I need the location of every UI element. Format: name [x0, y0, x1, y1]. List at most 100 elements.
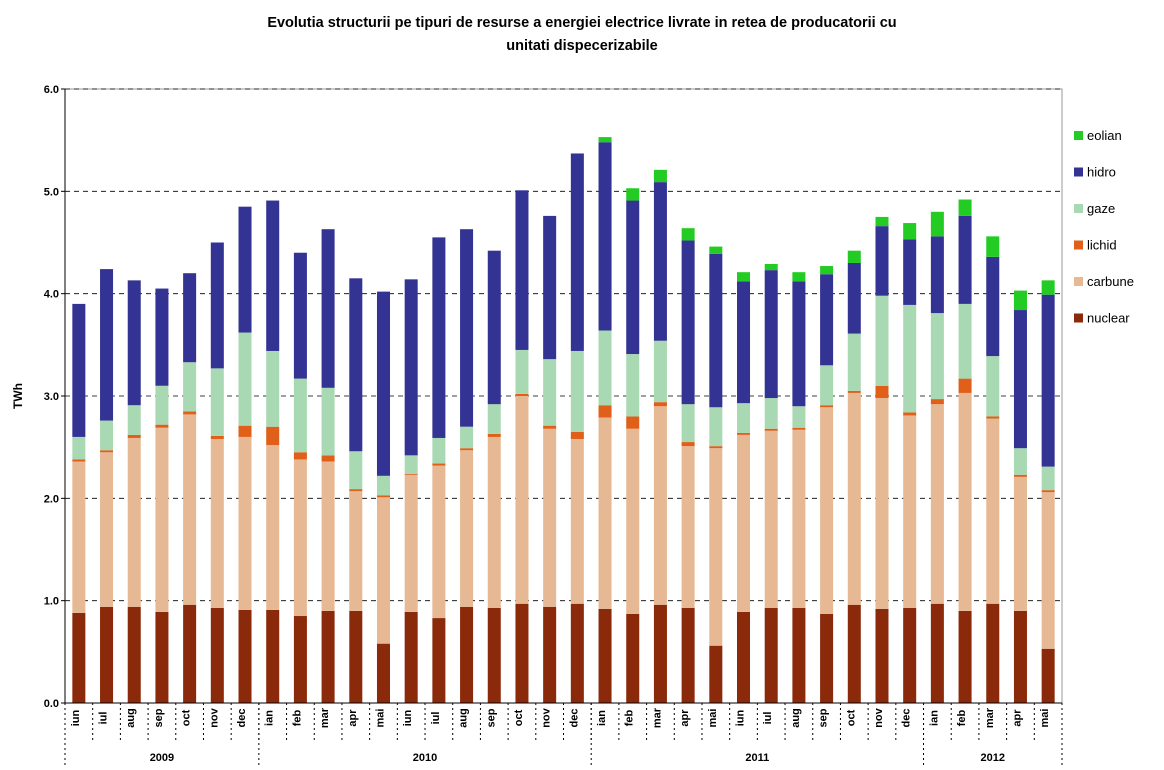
- bar-segment: [460, 229, 474, 427]
- y-tick-label: 0.0: [44, 698, 59, 710]
- bar-segment: [681, 404, 695, 443]
- bar-segment: [1013, 610, 1027, 703]
- legend-label: eolian: [1087, 128, 1122, 143]
- bar-segment: [127, 434, 141, 438]
- bar-segment: [681, 446, 695, 608]
- x-tick-label: mai: [1039, 709, 1051, 728]
- bar-segment: [875, 398, 889, 609]
- bar-segment: [404, 455, 418, 474]
- bar-segment: [1013, 474, 1027, 477]
- bar-segment: [460, 448, 474, 451]
- bar-segment: [321, 229, 335, 388]
- bar-segment: [404, 279, 418, 456]
- bar-segment: [127, 437, 141, 607]
- bar-segment: [293, 378, 307, 453]
- bar-segment: [515, 190, 529, 350]
- legend-swatch: [1074, 131, 1083, 140]
- bar-segment: [709, 253, 723, 408]
- bar-segment: [847, 392, 861, 605]
- bar-segment: [1041, 492, 1055, 649]
- bar-segment: [543, 359, 557, 426]
- bar-segment: [930, 211, 944, 237]
- bar-segment: [515, 603, 529, 703]
- bar-segment: [155, 424, 169, 428]
- y-tick-label: 4.0: [44, 289, 59, 301]
- bar-segment: [903, 607, 917, 703]
- bar-segment: [183, 273, 197, 363]
- bar-segment: [820, 274, 834, 366]
- bar-segment: [543, 215, 557, 360]
- bar-segment: [875, 608, 889, 703]
- bar-segment: [238, 609, 252, 703]
- bar-segment: [820, 405, 834, 408]
- bar-segment: [792, 429, 806, 608]
- bar-segment: [903, 412, 917, 416]
- legend-swatch: [1074, 167, 1083, 177]
- bar-segment: [1013, 476, 1027, 611]
- bar-segment: [820, 407, 834, 614]
- bar-segment: [349, 491, 363, 611]
- bar-segment: [1013, 448, 1027, 475]
- bar-segment: [210, 435, 224, 439]
- bar-segment: [376, 495, 390, 498]
- x-tick-label: apr: [1011, 709, 1023, 727]
- bar-segment: [875, 226, 889, 296]
- x-tick-label: iul: [762, 712, 774, 725]
- y-tick-label: 2.0: [44, 493, 59, 505]
- legend-swatch: [1074, 313, 1083, 323]
- x-tick-label: mai: [374, 709, 386, 728]
- bar-segment: [986, 356, 1000, 417]
- x-tick-label: dec: [236, 709, 248, 728]
- bar-segment: [958, 199, 972, 216]
- bar-segment: [72, 436, 86, 460]
- x-tick-label: oct: [845, 709, 857, 726]
- bar-segment: [349, 278, 363, 452]
- bar-segment: [321, 461, 335, 611]
- legend-swatch: [1074, 204, 1083, 213]
- bar-segment: [903, 415, 917, 608]
- x-tick-label: mar: [651, 707, 663, 728]
- bar-segment: [487, 433, 501, 437]
- legend-label: carbune: [1087, 274, 1134, 289]
- bar-segment: [155, 611, 169, 703]
- bar-segment: [127, 280, 141, 406]
- bar-segment: [100, 452, 114, 607]
- bar-segment: [875, 385, 889, 399]
- bar-segment: [1041, 294, 1055, 467]
- x-tick-label: ian: [928, 710, 940, 726]
- chart-title: Evolutia structurii pe tipuri de resurse…: [267, 15, 896, 31]
- bar-segment: [1013, 310, 1027, 449]
- x-tick-label: ian: [596, 710, 608, 726]
- bar-segment: [321, 610, 335, 703]
- bar-segment: [543, 425, 557, 429]
- bar-segment: [238, 206, 252, 333]
- bar-segment: [626, 428, 640, 614]
- bar-segment: [570, 153, 584, 351]
- bar-segment: [626, 200, 640, 355]
- bar-segment: [764, 270, 778, 399]
- legend-label: hidro: [1087, 165, 1116, 180]
- x-tick-label: iul: [98, 712, 110, 725]
- bar-segment: [432, 237, 446, 438]
- bar-segment: [321, 387, 335, 456]
- bar-segment: [709, 407, 723, 447]
- bar-segment: [432, 463, 446, 466]
- y-tick-label: 6.0: [44, 84, 59, 96]
- bar-segment: [930, 404, 944, 604]
- x-tick-label: iul: [430, 712, 442, 725]
- bar-segment: [266, 350, 280, 427]
- bar-segment: [681, 228, 695, 241]
- legend-label: lichid: [1087, 238, 1117, 253]
- group-label: 2010: [413, 752, 437, 764]
- bar-segment: [709, 645, 723, 703]
- bar-segment: [72, 303, 86, 437]
- group-label: 2009: [150, 752, 174, 764]
- bar-segment: [986, 416, 1000, 419]
- y-tick-label: 5.0: [44, 186, 59, 198]
- bar-segment: [792, 272, 806, 282]
- bar-segment: [293, 252, 307, 379]
- bar-segment: [183, 414, 197, 605]
- bar-segment: [626, 188, 640, 201]
- bar-segment: [404, 611, 418, 703]
- bar-segment: [210, 607, 224, 703]
